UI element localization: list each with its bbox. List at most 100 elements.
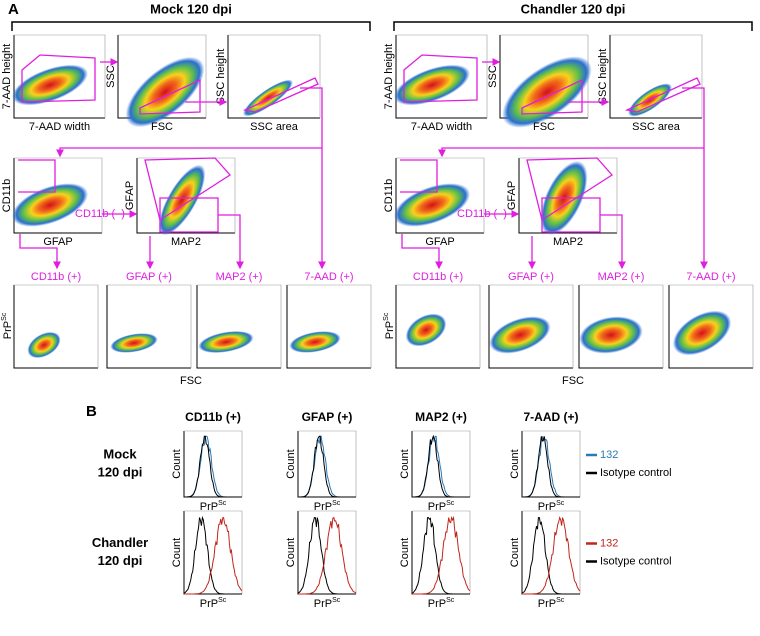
y-axis-label: Count: [171, 538, 183, 567]
plot-axes: [106, 285, 191, 369]
gate-arrow: [144, 157, 231, 222]
histogram-curve: [297, 517, 356, 595]
population-label: MAP2 (+): [216, 271, 263, 283]
x-axis-label: PrPSc: [538, 500, 565, 513]
x-axis-label-base: PrP: [314, 501, 332, 513]
histogram-curve: [184, 516, 243, 595]
gate-arrow: [526, 157, 613, 222]
y-axis-label: 7-AAD height: [383, 44, 395, 109]
plot-frame: [396, 157, 485, 233]
x-axis-label: PrPSc: [200, 500, 227, 513]
plot-axes: [183, 431, 242, 498]
plot-frame: [14, 284, 99, 368]
plot-frame: [489, 284, 574, 368]
gate-arrow: [218, 214, 244, 270]
plot-frame: [519, 157, 618, 233]
plot-frame: [107, 284, 192, 368]
x-axis-label-base: PrP: [428, 598, 446, 610]
plot-axes: [286, 285, 371, 369]
histogram-curve: [521, 517, 580, 595]
x-axis-label: 7-AAD width: [29, 121, 90, 133]
y-axis-label: SSC: [487, 65, 499, 88]
population-label: GFAP (+): [508, 271, 554, 283]
y-axis-label: Count: [399, 449, 411, 478]
plot-axes: [227, 35, 320, 119]
row-label: 120 dpi: [98, 553, 143, 568]
y-axis-label: CD11b: [383, 179, 395, 212]
density-cloud: [11, 183, 89, 227]
histogram-curve: [412, 515, 471, 595]
x-axis-label: SSC area: [632, 121, 681, 133]
gate-arrow: [139, 78, 201, 115]
gate-arrow: [541, 197, 601, 233]
plot-axes: [488, 285, 573, 369]
x-axis-label: FSC: [533, 121, 555, 133]
gate-arrow: [521, 78, 583, 115]
plot-axes: [395, 35, 487, 119]
x-axis-label-sup: Sc: [218, 597, 227, 604]
density-cloud: [125, 56, 205, 128]
density-cloud: [502, 56, 592, 128]
plot-axes: [668, 285, 753, 369]
density-cloud: [672, 310, 732, 356]
y-axis-label-base: PrP: [384, 321, 396, 339]
histogram-curve: [298, 516, 357, 595]
legend-label: Isotype control: [600, 555, 672, 567]
plot-frame: [184, 510, 243, 594]
x-axis-label: MAP2: [171, 236, 201, 248]
x-axis-label: 7-AAD width: [411, 121, 472, 133]
y-axis-label: CD11b: [1, 179, 13, 212]
column-header: MAP2 (+): [415, 410, 467, 424]
density-cloud: [394, 64, 470, 106]
plot-frame: [500, 34, 589, 118]
plot-frame: [287, 284, 372, 368]
population-label: CD11b (+): [31, 271, 81, 283]
histogram-curve: [522, 436, 580, 498]
legend-label: 132: [600, 449, 618, 461]
density-cloud: [27, 331, 61, 359]
panel-label: B: [86, 403, 97, 420]
histogram-curve: [522, 436, 580, 498]
x-axis-label-base: PrP: [428, 501, 446, 513]
y-axis-label: PrPSc: [1, 312, 14, 339]
gate-label: CD11b (–): [75, 208, 125, 220]
y-axis-label: Count: [509, 538, 521, 567]
density-cloud: [158, 164, 206, 236]
histogram-curve: [184, 435, 242, 498]
gate-arrow: [400, 159, 438, 193]
population-label: CD11b (+): [413, 271, 463, 283]
y-axis-label-sup: Sc: [383, 312, 390, 321]
density-cloud: [489, 316, 551, 354]
gate-arrow: [624, 77, 701, 113]
panel-label: A: [8, 1, 19, 18]
density-cloud: [289, 331, 341, 353]
x-axis-label-sup: Sc: [332, 500, 341, 507]
plot-frame: [396, 34, 488, 118]
histogram-curve: [298, 435, 356, 498]
x-axis-label-base: PrP: [538, 598, 556, 610]
histogram-curve: [184, 435, 242, 498]
y-axis-label: SSC height: [215, 49, 227, 105]
density-cloud: [110, 333, 158, 353]
gate-arrow: [403, 54, 478, 103]
gate-arrow: [600, 214, 626, 270]
histogram-curve: [411, 517, 470, 595]
plot-frame: [669, 284, 754, 368]
population-label: 7-AAD (+): [686, 271, 735, 283]
plot-axes: [297, 431, 356, 498]
plot-frame: [197, 284, 282, 368]
density-cloud: [198, 331, 254, 353]
population-label: GFAP (+): [126, 271, 172, 283]
density-cloud: [393, 183, 471, 227]
x-axis-label: PrPSc: [200, 597, 227, 610]
gate-arrow: [21, 54, 96, 103]
plot-frame: [14, 34, 106, 118]
plot-axes: [13, 35, 105, 119]
population-label: 7-AAD (+): [304, 271, 353, 283]
y-axis-label: 7-AAD height: [1, 44, 13, 109]
x-axis-label: PrPSc: [428, 597, 455, 610]
histogram-curve: [412, 434, 470, 498]
gate-arrow: [242, 77, 319, 113]
plot-frame: [412, 510, 471, 594]
x-axis-label: PrPSc: [428, 500, 455, 513]
